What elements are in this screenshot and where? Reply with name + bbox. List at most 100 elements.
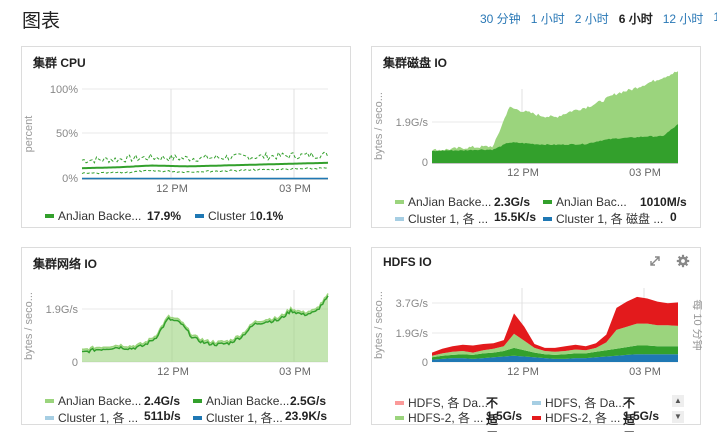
legend-name: AnJian Backe... — [58, 209, 142, 223]
legend-item[interactable]: Cluster 1, 各 ... — [395, 210, 488, 227]
legend-item[interactable]: Cluster 1, 各 ... — [45, 409, 138, 426]
legend-value: 17.9% — [147, 209, 182, 223]
legend-swatch — [45, 214, 54, 218]
range-12h[interactable]: 12 小时 — [662, 12, 704, 26]
cpu-chart[interactable]: 100% 50% 0% 12 PM 03 PM percent — [22, 47, 352, 229]
legend-swatch — [195, 214, 204, 218]
x-tick-label: 12 PM — [507, 167, 539, 179]
scroll-down-icon[interactable]: ▼ — [672, 411, 684, 423]
card-title: HDFS IO — [383, 255, 432, 269]
hdfs-io-chart[interactable]: 3.7G/s 1.9G/s 0 12 PM 03 PM bytes / seco... 每 … — [372, 248, 702, 426]
page-title: 图表 — [22, 11, 61, 32]
legend-swatch — [193, 399, 202, 403]
x-tick-label: 03 PM — [279, 366, 311, 378]
range-more[interactable]: 1 — [713, 10, 717, 24]
disk-io-chart[interactable]: 1.9G/s 0 12 PM 03 PM bytes / seco... — [372, 47, 702, 229]
hdfs-red-area — [432, 296, 678, 356]
legend-item[interactable]: Cluster 1, 各... — [193, 409, 283, 426]
legend-name: Cluster 1, 各... — [206, 411, 283, 425]
legend-swatch — [45, 415, 54, 420]
scroll-up-icon[interactable]: ▲ — [672, 395, 684, 407]
time-range-selector: 30 分钟 1 小时 2 小时 6 小时 12 小时 1 — [480, 10, 717, 27]
legend-swatch — [543, 200, 552, 204]
x-tick-label: 03 PM — [629, 366, 661, 378]
y-tick-label: 0 — [422, 357, 428, 369]
legend-name: HDFS, 各 Da... — [545, 396, 626, 410]
legend-name: HDFS-2, 各 ... — [408, 411, 484, 425]
legend-value: 511b/s — [144, 409, 181, 423]
cpu-max-line — [81, 151, 329, 164]
y-axis-label: percent — [23, 116, 35, 153]
legend-name: AnJian Backe... — [206, 394, 290, 408]
x-tick-label: 12 PM — [156, 183, 188, 195]
legend-swatch — [395, 200, 404, 204]
x-tick-label: 12 PM — [157, 366, 189, 378]
expand-icon[interactable] — [648, 254, 662, 268]
range-6h[interactable]: 6 小时 — [618, 12, 653, 26]
legend-value: 2.4G/s — [144, 394, 181, 408]
hdfs-blue-area — [432, 354, 678, 362]
y-tick-label: 0% — [62, 173, 78, 185]
net-io-light-area — [82, 293, 328, 362]
legend-name: Cluster 1, 各 磁盘 ... — [556, 212, 664, 226]
card-title: 集群 CPU — [33, 56, 86, 70]
legend-swatch — [395, 415, 404, 420]
legend-name: HDFS-2, 各 ... — [545, 411, 621, 425]
network-io-chart[interactable]: 1.9G/s 0 12 PM 03 PM bytes / seco... — [22, 248, 352, 426]
cpu-min-line — [81, 166, 329, 175]
x-tick-label: 12 PM — [507, 366, 539, 378]
legend-value: 1.5G/s — [623, 409, 660, 423]
legend-name: Cluster 1 — [208, 209, 257, 223]
net-io-light-line — [81, 293, 329, 352]
legend-item[interactable]: HDFS-2, 各 ... — [532, 409, 620, 426]
legend-value: 1010M/s — [640, 195, 687, 209]
card-title: 集群磁盘 IO — [383, 56, 448, 70]
legend-value: 1.5G/s — [486, 409, 523, 423]
y-axis-label: bytes / seco... — [373, 291, 385, 359]
legend-item[interactable]: AnJian Bac... — [543, 195, 627, 209]
right-axis-label: 每 10 分钟 — [691, 299, 702, 350]
legend-scrollbar[interactable]: ▲ ▼ — [672, 395, 684, 423]
legend-swatch — [532, 400, 541, 405]
legend-name: AnJian Backe... — [58, 394, 142, 408]
cpu-avg-line — [81, 161, 329, 170]
y-tick-label: 0 — [72, 357, 78, 369]
legend-name: AnJian Bac... — [556, 195, 627, 209]
legend-name: Cluster 1, 各 ... — [408, 212, 489, 226]
legend-value: 不适用 — [623, 396, 636, 432]
legend-item[interactable]: AnJian Backe... — [193, 394, 289, 408]
card-title: 集群网络 IO — [33, 257, 98, 271]
x-tick-label: 03 PM — [279, 183, 311, 195]
y-tick-label: 3.7G/s — [396, 298, 429, 310]
legend-item[interactable]: HDFS, 各 Da... — [532, 394, 625, 411]
hdfs-io-chart-card: HDFS IO 3.7G/s 1.9G/s 0 12 PM 03 PM bytes / s… — [371, 247, 702, 432]
legend-name: Cluster 1, 各 ... — [58, 411, 139, 425]
y-tick-label: 100% — [50, 84, 78, 96]
legend-swatch — [193, 415, 202, 420]
legend-item[interactable]: AnJian Backe... — [395, 195, 491, 209]
legend-value: 不适用 — [486, 396, 499, 432]
range-2h[interactable]: 2 小时 — [574, 12, 609, 26]
legend-swatch — [45, 399, 54, 403]
y-tick-label: 0 — [422, 157, 428, 169]
range-1h[interactable]: 1 小时 — [530, 12, 565, 26]
legend-swatch — [395, 216, 404, 221]
range-30min[interactable]: 30 分钟 — [480, 12, 521, 26]
y-tick-label: 50% — [56, 128, 78, 140]
legend-value: 0 — [670, 210, 677, 224]
legend-item[interactable]: HDFS-2, 各 ... — [395, 409, 483, 426]
hdfs-dark-green-area — [432, 345, 678, 360]
cpu-chart-card: 集群 CPU 100% 50% 0% 12 PM 03 PM percent AnJian… — [21, 46, 351, 228]
legend-item[interactable]: HDFS, 各 Da... — [395, 394, 488, 411]
y-axis-label: bytes / seco... — [23, 292, 35, 360]
legend-item[interactable]: Cluster 1 — [195, 209, 256, 223]
legend-value: 0.1% — [256, 209, 284, 223]
network-io-chart-card: 集群网络 IO 1.9G/s 0 12 PM 03 PM bytes / seco...… — [21, 247, 351, 425]
hdfs-light-green-area — [432, 323, 678, 358]
legend-value: 2.5G/s — [290, 394, 327, 408]
legend-item[interactable]: AnJian Backe... — [45, 394, 141, 408]
gear-icon[interactable] — [676, 254, 690, 268]
legend-item[interactable]: AnJian Backe... — [45, 209, 141, 223]
y-tick-label: 1.9G/s — [46, 304, 79, 316]
legend-item[interactable]: Cluster 1, 各 磁盘 ... — [543, 210, 663, 227]
